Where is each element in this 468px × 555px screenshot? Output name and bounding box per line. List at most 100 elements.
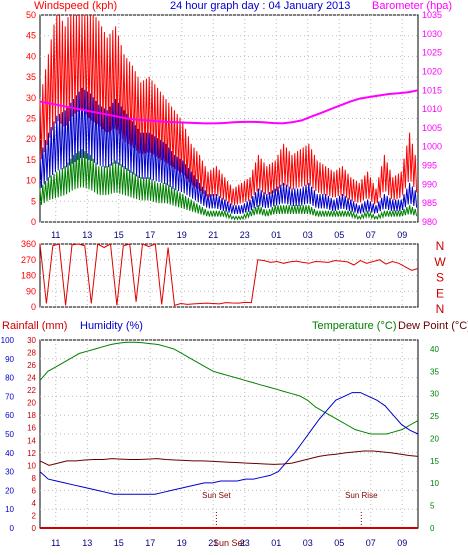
temperature-x-tick-label: 15 bbox=[114, 538, 124, 548]
temperature-x-tick-label: 13 bbox=[82, 538, 92, 548]
compass-label: S bbox=[436, 271, 444, 285]
rainfall-y-tick-label: 8 bbox=[32, 474, 37, 483]
temperature-series bbox=[39, 341, 419, 435]
barometer-y-tick-label: 1035 bbox=[422, 10, 442, 20]
temperature-x-tick-label: Sun Set bbox=[213, 538, 246, 548]
temperature-x-tick-label: 19 bbox=[177, 538, 187, 548]
wind-x-tick-label: 01 bbox=[271, 230, 281, 240]
rainfall-y-tick-label: 12 bbox=[27, 449, 36, 458]
direction-y-tick-label: 360 bbox=[21, 239, 36, 249]
barometer-series bbox=[39, 89, 419, 125]
wind-direction-series bbox=[39, 243, 419, 306]
wind-gust-series bbox=[39, 14, 418, 206]
humidity-y-tick-label: 30 bbox=[5, 468, 14, 477]
compass-label: N bbox=[436, 302, 445, 316]
barometer-y-tick-label: 995 bbox=[422, 161, 437, 171]
barometer-axis-title: Barometer (hpa) bbox=[372, 0, 453, 12]
temperature-y-tick-label: 25 bbox=[430, 412, 439, 421]
barometer-y-tick-label: 1005 bbox=[422, 123, 442, 133]
temperature-x-tick-label: 17 bbox=[145, 538, 155, 548]
humidity-y-tick-label: 50 bbox=[5, 430, 14, 439]
temperature-x-tick-label: 11 bbox=[51, 538, 60, 548]
rainfall-y-tick-label: 10 bbox=[27, 461, 36, 470]
temperature-y-tick-label: 5 bbox=[430, 502, 435, 511]
rainfall-y-tick-label: 6 bbox=[32, 486, 37, 495]
barometer-y-tick-label: 1025 bbox=[422, 48, 442, 58]
humidity-axis-title: Humidity (%) bbox=[80, 320, 143, 332]
temperature-x-tick-label: 23 bbox=[240, 538, 250, 548]
wind-x-tick-label: 23 bbox=[240, 230, 250, 240]
direction-y-tick-label: 90 bbox=[26, 286, 36, 296]
rainfall-y-tick-label: 22 bbox=[27, 386, 36, 395]
rainfall-y-tick-label: 2 bbox=[32, 511, 37, 520]
rainfall-y-tick-label: 14 bbox=[27, 436, 36, 445]
temperature-y-tick-label: 20 bbox=[430, 434, 439, 443]
wind-x-tick-label: 21 bbox=[208, 230, 218, 240]
wind-y-tick-label: 20 bbox=[26, 134, 36, 144]
temperature-x-tick-label: 05 bbox=[334, 538, 344, 548]
barometer-y-tick-label: 1010 bbox=[422, 104, 442, 114]
wind-minimum-series bbox=[39, 149, 418, 221]
direction-plot-area bbox=[39, 243, 419, 308]
temperature-y-tick-label: 10 bbox=[430, 479, 439, 488]
sunrise-annotation: Sun Rise bbox=[345, 491, 378, 500]
windspeed-axis-title: Windspeed (kph) bbox=[34, 0, 118, 12]
rainfall-y-tick-label: 20 bbox=[27, 399, 36, 408]
temperature-y-tick-label: 15 bbox=[430, 457, 439, 466]
barometer-y-tick-label: 990 bbox=[422, 179, 437, 189]
wind-x-tick-label: 17 bbox=[145, 230, 155, 240]
temperature-axis-title: Temperature (°C) bbox=[312, 320, 397, 332]
temperature-x-tick-label: 09 bbox=[397, 538, 407, 548]
barometer-y-tick-label: 1020 bbox=[422, 66, 442, 76]
dew-point-series bbox=[39, 450, 419, 466]
humidity-y-tick-label: 90 bbox=[5, 355, 14, 364]
wind-y-tick-label: 30 bbox=[26, 93, 36, 103]
humidity-y-tick-label: 60 bbox=[5, 411, 14, 420]
sunset-annotation: Sun Set bbox=[202, 491, 231, 500]
barometer-y-tick-label: 985 bbox=[422, 198, 437, 208]
rainfall-axis-title: Rainfall (mm) bbox=[2, 320, 68, 332]
compass-label: N bbox=[436, 239, 445, 253]
wind-average-series bbox=[39, 87, 418, 214]
wind-x-tick-label: 13 bbox=[82, 230, 92, 240]
humidity-y-tick-label: 10 bbox=[5, 505, 14, 514]
wind-y-tick-label: 45 bbox=[26, 31, 36, 41]
wind-y-tick-label: 25 bbox=[26, 114, 36, 124]
temperature-x-tick-label: 07 bbox=[366, 538, 376, 548]
temperature-y-tick-label: 0 bbox=[430, 524, 435, 533]
direction-y-tick-label: 0 bbox=[31, 302, 36, 312]
humidity-y-tick-label: 20 bbox=[5, 486, 14, 495]
humidity-y-tick-label: 70 bbox=[5, 392, 14, 401]
graph-title: 24 hour graph day : 04 January 2013 bbox=[170, 0, 351, 12]
barometer-y-tick-label: 1000 bbox=[422, 142, 442, 152]
wind-y-tick-label: 0 bbox=[31, 217, 36, 227]
barometer-y-tick-label: 1030 bbox=[422, 29, 442, 39]
rainfall-y-tick-label: 16 bbox=[27, 424, 36, 433]
humidity-series bbox=[39, 392, 419, 495]
humidity-y-tick-label: 0 bbox=[10, 524, 15, 533]
temperature-y-tick-label: 35 bbox=[430, 367, 439, 376]
temperature-x-tick-label: 21 bbox=[208, 538, 218, 548]
temperature-y-tick-label: 40 bbox=[430, 345, 439, 354]
wind-y-tick-label: 50 bbox=[26, 10, 36, 20]
humidity-y-tick-label: 40 bbox=[5, 449, 14, 458]
rainfall-y-tick-label: 30 bbox=[27, 336, 36, 345]
compass-label: E bbox=[436, 286, 444, 300]
temperature-x-tick-label: 03 bbox=[303, 538, 313, 548]
compass-label: W bbox=[434, 255, 446, 269]
rainfall-y-tick-label: 24 bbox=[27, 374, 36, 383]
wind-y-tick-label: 35 bbox=[26, 72, 36, 82]
wind-x-tick-label: 15 bbox=[114, 230, 124, 240]
rainfall-y-tick-label: 0 bbox=[32, 524, 37, 533]
wind-x-tick-label: 05 bbox=[334, 230, 344, 240]
temperature-x-tick-label: 01 bbox=[271, 538, 281, 548]
direction-y-tick-label: 180 bbox=[21, 271, 36, 281]
temperature-y-tick-label: 30 bbox=[430, 390, 439, 399]
wind-x-tick-label: 11 bbox=[51, 230, 60, 240]
rainfall-y-tick-label: 28 bbox=[27, 349, 36, 358]
wind-x-tick-label: 07 bbox=[366, 230, 376, 240]
direction-y-tick-label: 270 bbox=[21, 255, 36, 265]
wind-y-tick-label: 10 bbox=[26, 176, 36, 186]
